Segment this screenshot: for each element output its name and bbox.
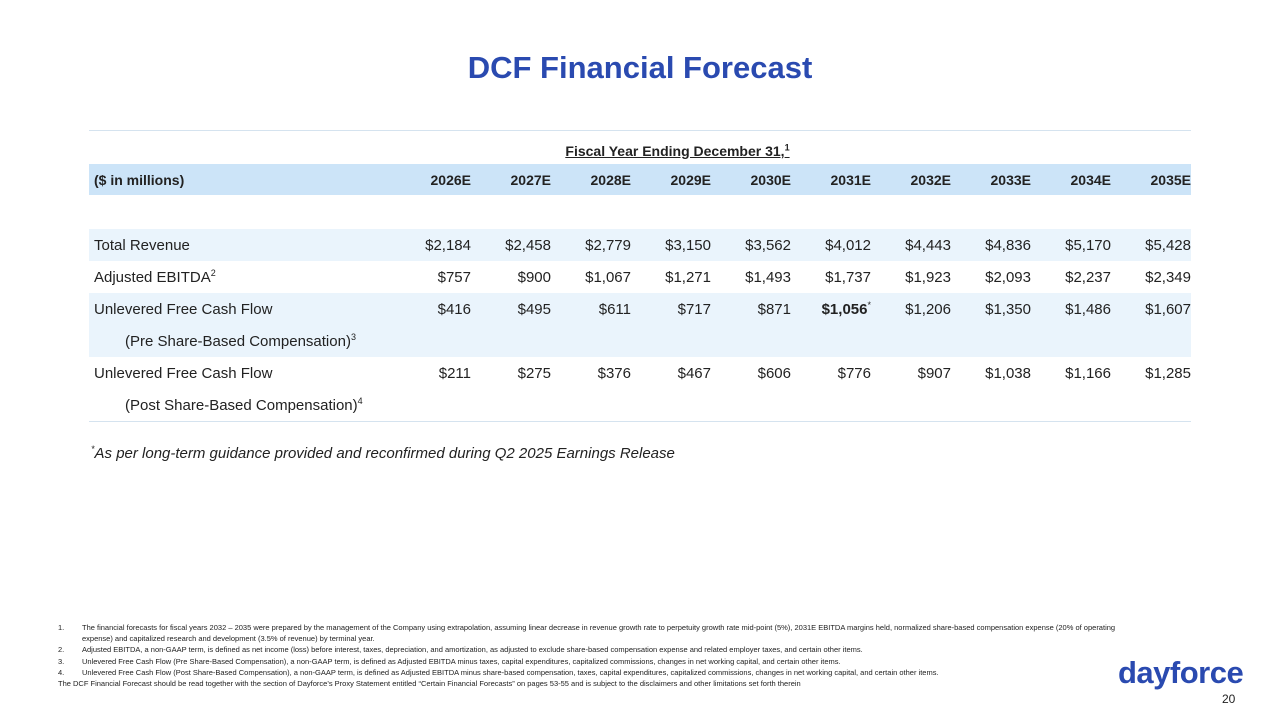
table-cell: $907 (917, 364, 951, 382)
year-header: 2028E (590, 171, 631, 188)
table-cell: $1,038 (985, 364, 1031, 382)
table-cell: $871 (757, 300, 791, 318)
row-label: Unlevered Free Cash Flow (94, 364, 273, 382)
table-row-revenue: Total Revenue $2,184 $2,458 $2,779 $3,15… (89, 229, 1191, 261)
table-cell: $606 (757, 364, 791, 382)
table-cell: $900 (517, 268, 551, 286)
table-cell: $717 (677, 300, 711, 318)
table-cell: $467 (677, 364, 711, 382)
forecast-table: Fiscal Year Ending December 31,1 ($ in m… (89, 130, 1191, 422)
footnote: 3. Unlevered Free Cash Flow (Pre Share-Ba… (58, 656, 841, 666)
row-sublabel: (Pre Share-Based Compensation)3 (125, 331, 356, 350)
year-header: 2027E (510, 171, 551, 188)
row-label: Adjusted EBITDA2 (94, 267, 216, 286)
table-cell: $376 (597, 364, 631, 382)
table-cell: $776 (837, 364, 871, 382)
year-header: 2033E (990, 171, 1031, 188)
table-cell: $211 (438, 364, 471, 382)
table-cell: $275 (517, 364, 551, 382)
table-cell: $1,206 (905, 300, 951, 318)
year-header: 2034E (1070, 171, 1111, 188)
table-cell: $5,170 (1065, 236, 1111, 254)
row-label: Total Revenue (94, 236, 190, 254)
footnote: 2. Adjusted EBITDA, a non-GAAP term, is d… (58, 645, 863, 655)
table-cell: $1,607 (1145, 300, 1191, 318)
table-cell: $4,012 (825, 236, 871, 254)
table-cell: $1,493 (745, 268, 791, 286)
table-cell: $5,428 (1145, 236, 1191, 254)
table-cell: $3,562 (745, 236, 791, 254)
table-cell: $2,237 (1065, 268, 1111, 286)
year-header: 2035E (1150, 171, 1191, 188)
table-cell: $1,271 (665, 268, 711, 286)
year-header: 2031E (830, 171, 871, 188)
page-number: 20 (1222, 692, 1236, 706)
table-cell: $416 (437, 300, 471, 318)
super-header-row: Fiscal Year Ending December 31,1 (89, 131, 1191, 164)
table-cell: $1,166 (1065, 364, 1111, 382)
table-cell: $1,737 (825, 268, 871, 286)
table-cell: $1,486 (1065, 300, 1111, 318)
table-cell: $495 (517, 300, 551, 318)
table-cell: $4,836 (985, 236, 1031, 254)
unit-label: ($ in millions) (94, 171, 185, 188)
table-row-ufcf-post: Unlevered Free Cash Flow $211 $275 $376 … (89, 357, 1191, 389)
spacer-row (89, 195, 1191, 229)
dayforce-logo: dayforce (1118, 655, 1244, 690)
year-header: 2029E (670, 171, 711, 188)
table-cell: $1,067 (585, 268, 631, 286)
table-row-ebitda: Adjusted EBITDA2 $757 $900 $1,067 $1,271… (89, 261, 1191, 293)
table-cell: $3,150 (665, 236, 711, 254)
table-cell: $2,093 (985, 268, 1031, 286)
year-header: 2032E (910, 171, 951, 188)
table-cell: $2,349 (1145, 268, 1191, 286)
table-cell: $1,923 (905, 268, 951, 286)
table-row-ufcf-post-sublabel: (Post Share-Based Compensation)4 (89, 389, 1191, 422)
row-label: Unlevered Free Cash Flow (94, 300, 273, 318)
table-cell: $757 (437, 268, 471, 286)
year-header: 2026E (430, 171, 471, 188)
table-row-ufcf-pre-sublabel: (Pre Share-Based Compensation)3 (89, 325, 1191, 357)
table-cell: $2,184 (425, 236, 471, 254)
row-sublabel: (Post Share-Based Compensation)4 (125, 395, 363, 414)
page-title: DCF Financial Forecast (467, 50, 813, 85)
table-cell: $2,458 (505, 236, 551, 254)
footnote: 1. The financial forecasts for fiscal yea… (58, 623, 1116, 644)
table-cell: $611 (598, 300, 631, 318)
super-header: Fiscal Year Ending December 31,1 (565, 141, 790, 159)
guidance-note: *As per long-term guidance provided and … (91, 444, 675, 463)
header-row: ($ in millions) 2026E 2027E 2028E 2029E … (89, 164, 1191, 195)
disclaimer: The DCF Financial Forecast should be rea… (58, 679, 801, 689)
footnote: 4. Unlevered Free Cash Flow (Post Share-B… (58, 667, 939, 677)
table-cell: $1,285 (1145, 364, 1191, 382)
table-row-ufcf-pre: Unlevered Free Cash Flow $416 $495 $611 … (89, 293, 1191, 325)
table-cell: $4,443 (905, 236, 951, 254)
table-cell-highlight: $1,056* (821, 299, 871, 318)
table-cell: $1,350 (985, 300, 1031, 318)
footnotes: 1. The financial forecasts for fiscal yea… (58, 622, 1118, 689)
year-header: 2030E (750, 171, 791, 188)
table-cell: $2,779 (585, 236, 631, 254)
